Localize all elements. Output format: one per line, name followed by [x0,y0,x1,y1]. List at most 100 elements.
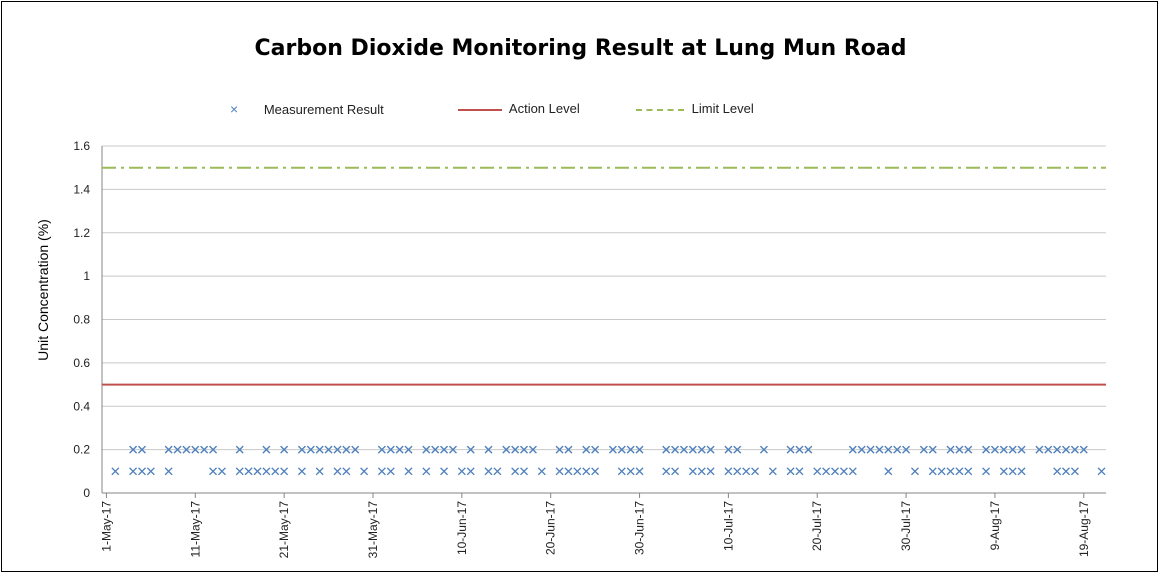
measurement-point [377,467,386,476]
measurement-point [982,467,991,476]
measurement-point [457,467,466,476]
x-tick-label: 10-Jun-17 [455,501,469,555]
legend-action: Action Level [458,101,580,116]
measurement-point [946,467,955,476]
x-tick-label: 30-Jul-17 [899,501,913,551]
measurement-point [688,445,697,454]
measurement-point [520,467,529,476]
measurement-point [982,445,991,454]
measurement-point [217,467,226,476]
measurement-point [466,467,475,476]
y-tick-label: 1 [83,269,90,283]
measurement-point [822,467,831,476]
measurement-point [333,467,342,476]
measurement-point [137,467,146,476]
measurement-point [315,467,324,476]
measurement-point [493,467,502,476]
measurement-point [209,467,218,476]
y-tick-label: 1.6 [73,139,90,153]
measurement-point [724,467,733,476]
measurement-point [928,445,937,454]
measurement-point [395,445,404,454]
measurement-point [902,445,911,454]
measurement-point [706,445,715,454]
measurement-point [964,467,973,476]
measurement-point [831,467,840,476]
measurement-point [795,445,804,454]
measurement-point [324,445,333,454]
measurement-point [235,467,244,476]
x-tick-label: 9-Aug-17 [988,501,1002,551]
measurement-point [235,445,244,454]
measurement-point [884,445,893,454]
measurement-point [431,445,440,454]
measurement-point [884,467,893,476]
measurement-point [1062,445,1071,454]
measurement-point [751,467,760,476]
measurement-point [164,467,173,476]
measurement-point [688,467,697,476]
measurement-point [591,445,600,454]
measurement-point [1070,467,1079,476]
measurement-point [804,445,813,454]
measurement-point [662,467,671,476]
measurement-point [1070,445,1079,454]
measurement-point [555,445,564,454]
measurement-point [1079,445,1088,454]
measurement-point [111,467,120,476]
x-tick-label: 20-Jun-17 [544,501,558,555]
x-tick-label: 30-Jun-17 [633,501,647,555]
legend-measurement: × Measurement Result [230,101,384,117]
measurement-point [617,445,626,454]
legend-label-measurement: Measurement Result [263,102,384,117]
measurement-point [422,445,431,454]
measurement-point [1053,467,1062,476]
measurement-point [129,445,138,454]
legend-x-marker-icon: × [230,101,239,117]
measurement-point [191,445,200,454]
measurement-point [848,467,857,476]
measurement-point [999,445,1008,454]
legend-label-action: Action Level [508,101,580,116]
measurement-point [1044,445,1053,454]
measurement-point [946,445,955,454]
measurement-point [759,445,768,454]
measurement-point [662,445,671,454]
measurement-point [466,445,475,454]
measurement-point [786,467,795,476]
measurement-point [697,467,706,476]
measurement-point [333,445,342,454]
measurement-point [564,445,573,454]
measurement-point [262,467,271,476]
measurement-point [1053,445,1062,454]
y-tick-label: 0.6 [73,356,90,370]
measurement-point [537,467,546,476]
y-tick-label: 0.4 [73,399,90,413]
x-tick-label: 21-May-17 [277,501,291,559]
measurement-point [848,445,857,454]
y-tick-label: 1.2 [73,226,90,240]
measurement-point [706,467,715,476]
measurement-point [271,467,280,476]
measurement-point [200,445,209,454]
measurement-point [697,445,706,454]
measurement-point [386,445,395,454]
y-tick-label: 0.8 [73,313,90,327]
measurement-point [209,445,218,454]
measurement-point [1008,445,1017,454]
measurement-point [280,467,289,476]
measurement-point [280,445,289,454]
measurement-point [1097,467,1106,476]
measurement-point [173,445,182,454]
measurement-point [724,445,733,454]
measurement-point [182,445,191,454]
y-tick-label: 0.2 [73,443,90,457]
measurement-point [564,467,573,476]
x-tick-label: 31-May-17 [366,501,380,559]
measurement-point [306,445,315,454]
measurement-point [440,467,449,476]
measurement-point [520,445,529,454]
measurement-point [1017,467,1026,476]
measurement-point [582,467,591,476]
